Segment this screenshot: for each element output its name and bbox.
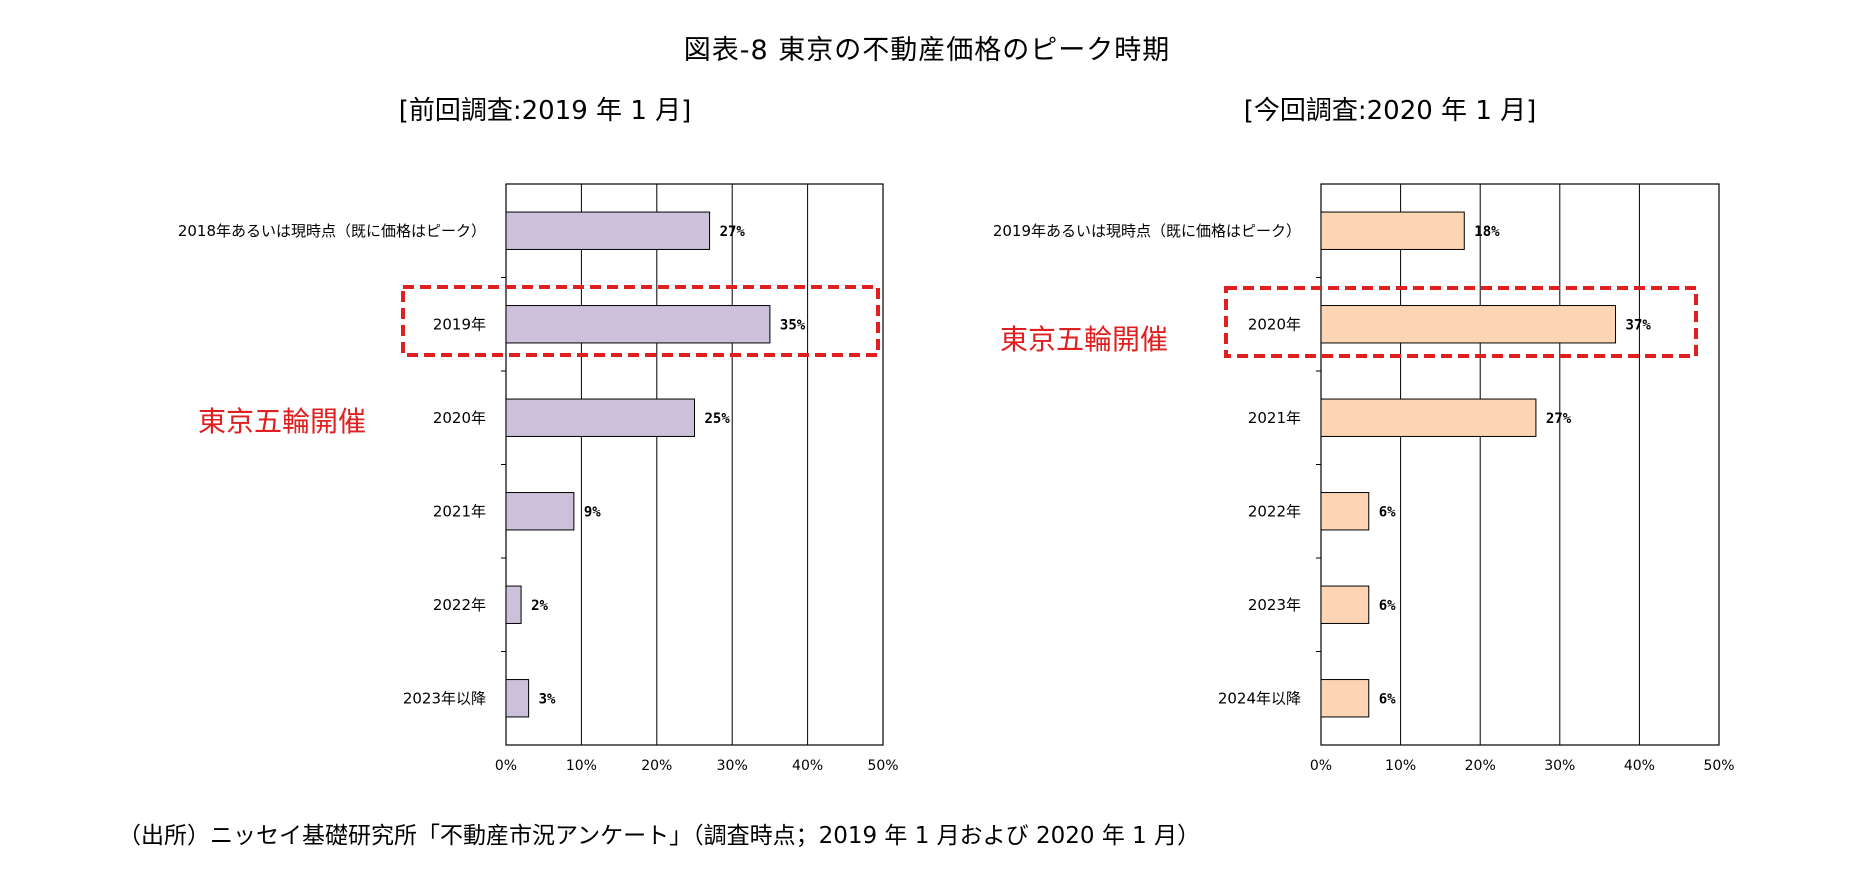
left-value-label: 27%: [720, 224, 746, 240]
left-category-label: 2019年: [433, 315, 486, 333]
right-bar: [1320, 679, 1370, 718]
right-chart: 0% 10% 20% 30% 40% 50% 2019年あるいは現時点（既に価格はピーク） 1…: [993, 183, 1735, 774]
left-category-label: 2022年: [433, 596, 486, 614]
left-value-label: 25%: [705, 411, 731, 427]
right-value-label: 6%: [1379, 504, 1396, 520]
left-category-label: 2023年以降: [403, 689, 486, 707]
right-value-label: 6%: [1379, 691, 1396, 707]
left-bar: [505, 679, 530, 718]
source-footnote: （出所）ニッセイ基礎研究所「不動産市況アンケート」（調査時点；2019 年 1 …: [118, 823, 1201, 849]
page-title: 図表-8 東京の不動産価格のピーク時期: [683, 35, 1171, 66]
right-value-label: 6%: [1379, 598, 1396, 614]
right-category-label: 2019年あるいは現時点（既に価格はピーク）: [993, 222, 1301, 240]
right-value-label: 18%: [1474, 224, 1500, 240]
left-bar: [505, 492, 575, 531]
left-bar: [505, 585, 522, 624]
left-bar: [505, 398, 695, 437]
left-value-label: 3%: [539, 691, 556, 707]
right-x-tick-label: 30%: [1544, 758, 1575, 774]
right-annotation-olympics: 東京五輪開催: [1000, 323, 1169, 356]
left-x-tick-label: 10%: [566, 758, 597, 774]
right-chart-title: [今回調査:2020 年 1 月]: [1243, 96, 1537, 126]
right-category-label: 2020年: [1248, 315, 1301, 333]
left-x-tick-label: 50%: [867, 758, 898, 774]
right-bar: [1320, 211, 1465, 250]
right-category-label: 2022年: [1248, 502, 1301, 520]
right-bar: [1320, 585, 1370, 624]
right-bar: [1320, 492, 1370, 531]
left-x-tick-label: 30%: [717, 758, 748, 774]
left-x-tick-label: 20%: [641, 758, 672, 774]
right-highlight-box: [1224, 286, 1698, 358]
left-plot-frame: [505, 183, 884, 746]
right-category-label: 2024年以降: [1218, 689, 1301, 707]
left-chart: 0% 10% 20% 30% 40% 50% 2018年あるいは現時点（既に価格はピーク） 2…: [178, 183, 899, 774]
left-value-label: 35%: [780, 317, 806, 333]
right-plot-frame: [1320, 183, 1720, 746]
right-x-tick-label: 40%: [1624, 758, 1655, 774]
left-value-label: 2%: [531, 598, 548, 614]
right-x-tick-label: 10%: [1385, 758, 1416, 774]
right-bar: [1320, 305, 1617, 344]
left-bar: [505, 305, 771, 344]
left-category-label: 2021年: [433, 502, 486, 520]
left-bar: [505, 211, 711, 250]
left-x-tick-label: 40%: [792, 758, 823, 774]
left-category-label: 2020年: [433, 409, 486, 427]
right-bar: [1320, 398, 1537, 437]
left-annotation-olympics: 東京五輪開催: [198, 405, 367, 438]
left-category-label: 2018年あるいは現時点（既に価格はピーク）: [178, 222, 486, 240]
right-value-label: 27%: [1546, 411, 1572, 427]
right-value-label: 37%: [1626, 317, 1652, 333]
left-value-label: 9%: [584, 504, 601, 520]
left-chart-title: [前回調査:2019 年 1 月]: [398, 96, 692, 126]
left-x-tick-label: 0%: [495, 758, 517, 774]
right-x-tick-label: 0%: [1310, 758, 1332, 774]
right-x-tick-label: 50%: [1703, 758, 1734, 774]
right-category-label: 2023年: [1248, 596, 1301, 614]
right-category-label: 2021年: [1248, 409, 1301, 427]
right-x-tick-label: 20%: [1465, 758, 1496, 774]
